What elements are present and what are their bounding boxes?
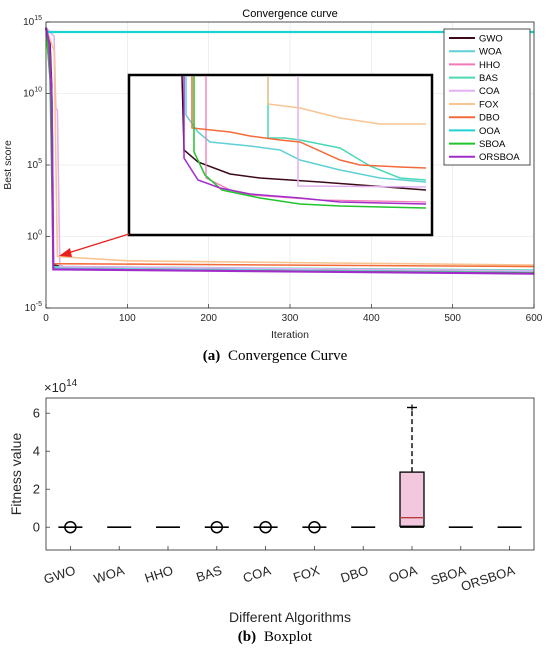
chart-b-exponent-power: 14	[66, 378, 78, 389]
chart-a-ticks: 0 100 200 300 400 500 600 10-5 100 105 1010 1015	[23, 15, 543, 324]
zoom-inset	[127, 73, 434, 237]
box-outlier-fox	[308, 520, 321, 534]
chart-a-ytick-0: 10-5	[25, 301, 42, 314]
legend-label-orsboa: ORSBOA	[479, 152, 520, 163]
chart-a-ytick-4: 1015	[23, 15, 42, 28]
chart-a-xtick-6: 600	[526, 313, 543, 324]
box-outlier-gwo	[64, 520, 77, 534]
chart-b-frame	[45, 397, 535, 551]
chart-a-ylabel: Best score	[2, 140, 14, 190]
legend-label-bas: BAS	[479, 73, 498, 84]
chart-b-plot-area	[46, 398, 534, 550]
zoom-inset-frame	[127, 73, 434, 237]
caption-a-text: Convergence Curve	[228, 348, 348, 364]
chart-b-xtick-ooa: OOA	[387, 562, 419, 585]
caption-b-text: Boxplot	[264, 629, 313, 645]
svg-text:(b) Boxplot: (b) Boxplot	[238, 629, 313, 645]
zoom-pointer-arrow	[59, 233, 130, 257]
chart-a-title: Convergence curve	[242, 8, 337, 20]
chart-b-exponent: ×1014	[44, 378, 78, 395]
chart-b-ytick-3: 6	[33, 406, 40, 421]
chart-a-xtick-2: 200	[200, 313, 217, 324]
chart-b-xtick-bas: BAS	[194, 562, 224, 584]
box-outlier-bas	[210, 520, 224, 534]
box-gwo	[58, 520, 83, 534]
series-line-orsboa	[44, 27, 535, 275]
legend-label-dbo: DBO	[479, 113, 500, 124]
chart-b-ytick-2: 4	[33, 444, 40, 459]
chart-a-xlabel: Iteration	[271, 329, 309, 341]
svg-text:(a) Convergence Curve: (a) Convergence Curve	[203, 348, 348, 364]
chart-a-ytick-1: 100	[27, 230, 42, 243]
chart-b-xtick-dbo: DBO	[339, 563, 370, 586]
convergence-chart: Convergence curve 0 100 200 300 400 500 600 10-…	[2, 8, 543, 341]
caption-b-label: (b)	[238, 629, 256, 645]
chart-a-ytick-2: 105	[27, 158, 42, 171]
chart-b-exponent-base: 10	[52, 380, 66, 395]
inset-line-coa	[297, 76, 427, 188]
chart-a-ytick-3: 1010	[23, 87, 42, 100]
box-bas	[204, 520, 229, 534]
series-line-coa	[45, 27, 535, 272]
chart-b-xtick-hho: HHO	[143, 563, 175, 586]
chart-b-ytick-0: 0	[33, 520, 40, 535]
legend-label-ooa: OOA	[479, 126, 501, 137]
chart-b-xtick-orsboa: ORSBOA	[459, 562, 517, 594]
chart-b-xtick-woa: WOA	[92, 562, 126, 586]
caption-a: (a) Convergence Curve	[203, 348, 348, 364]
chart-b-boxes	[58, 404, 522, 534]
inset-line-bas	[267, 76, 427, 181]
inset-line-sboa	[193, 76, 427, 209]
box-coa	[253, 520, 278, 534]
chart-b-ylabel: Fitness value	[8, 433, 24, 516]
legend-label-woa: WOA	[479, 47, 502, 58]
box-fox	[302, 520, 327, 534]
chart-a-xtick-4: 400	[363, 313, 380, 324]
chart-b-xlabel: Different Algorithms	[229, 609, 351, 625]
legend-label-gwo: GWO	[479, 33, 503, 44]
chart-a-xtick-0: 0	[43, 313, 49, 324]
legend-label-sboa: SBOA	[479, 139, 506, 150]
inset-line-dbo	[191, 76, 427, 169]
box-outlier-coa	[259, 520, 272, 534]
chart-a-xtick-5: 500	[444, 313, 461, 324]
inset-line-orsboa	[183, 76, 427, 205]
chart-b-ytick-1: 2	[33, 482, 40, 497]
caption-b: (b) Boxplot	[238, 629, 313, 645]
legend-label-fox: FOX	[479, 99, 499, 110]
svg-text:×1014: ×1014	[44, 378, 78, 395]
box-ooa	[399, 404, 425, 528]
chart-a-xtick-1: 100	[119, 313, 136, 324]
chart-a-xtick-3: 300	[282, 313, 299, 324]
caption-a-label: (a)	[203, 348, 221, 364]
inset-line-fox	[267, 76, 426, 125]
chart-b-xtick-fox: FOX	[291, 562, 321, 585]
chart-b-xtick-coa: COA	[241, 562, 273, 585]
chart-a-frame	[45, 21, 535, 309]
legend-label-hho: HHO	[479, 60, 500, 71]
legend-label-coa: COA	[479, 86, 500, 97]
series-line-fox	[45, 27, 535, 266]
chart-b-xtick-gwo: GWO	[42, 563, 78, 587]
chart-a-legend: GWO WOA HHO BAS COA FOX DBO OOA SBOA ORSBOA	[443, 28, 531, 166]
